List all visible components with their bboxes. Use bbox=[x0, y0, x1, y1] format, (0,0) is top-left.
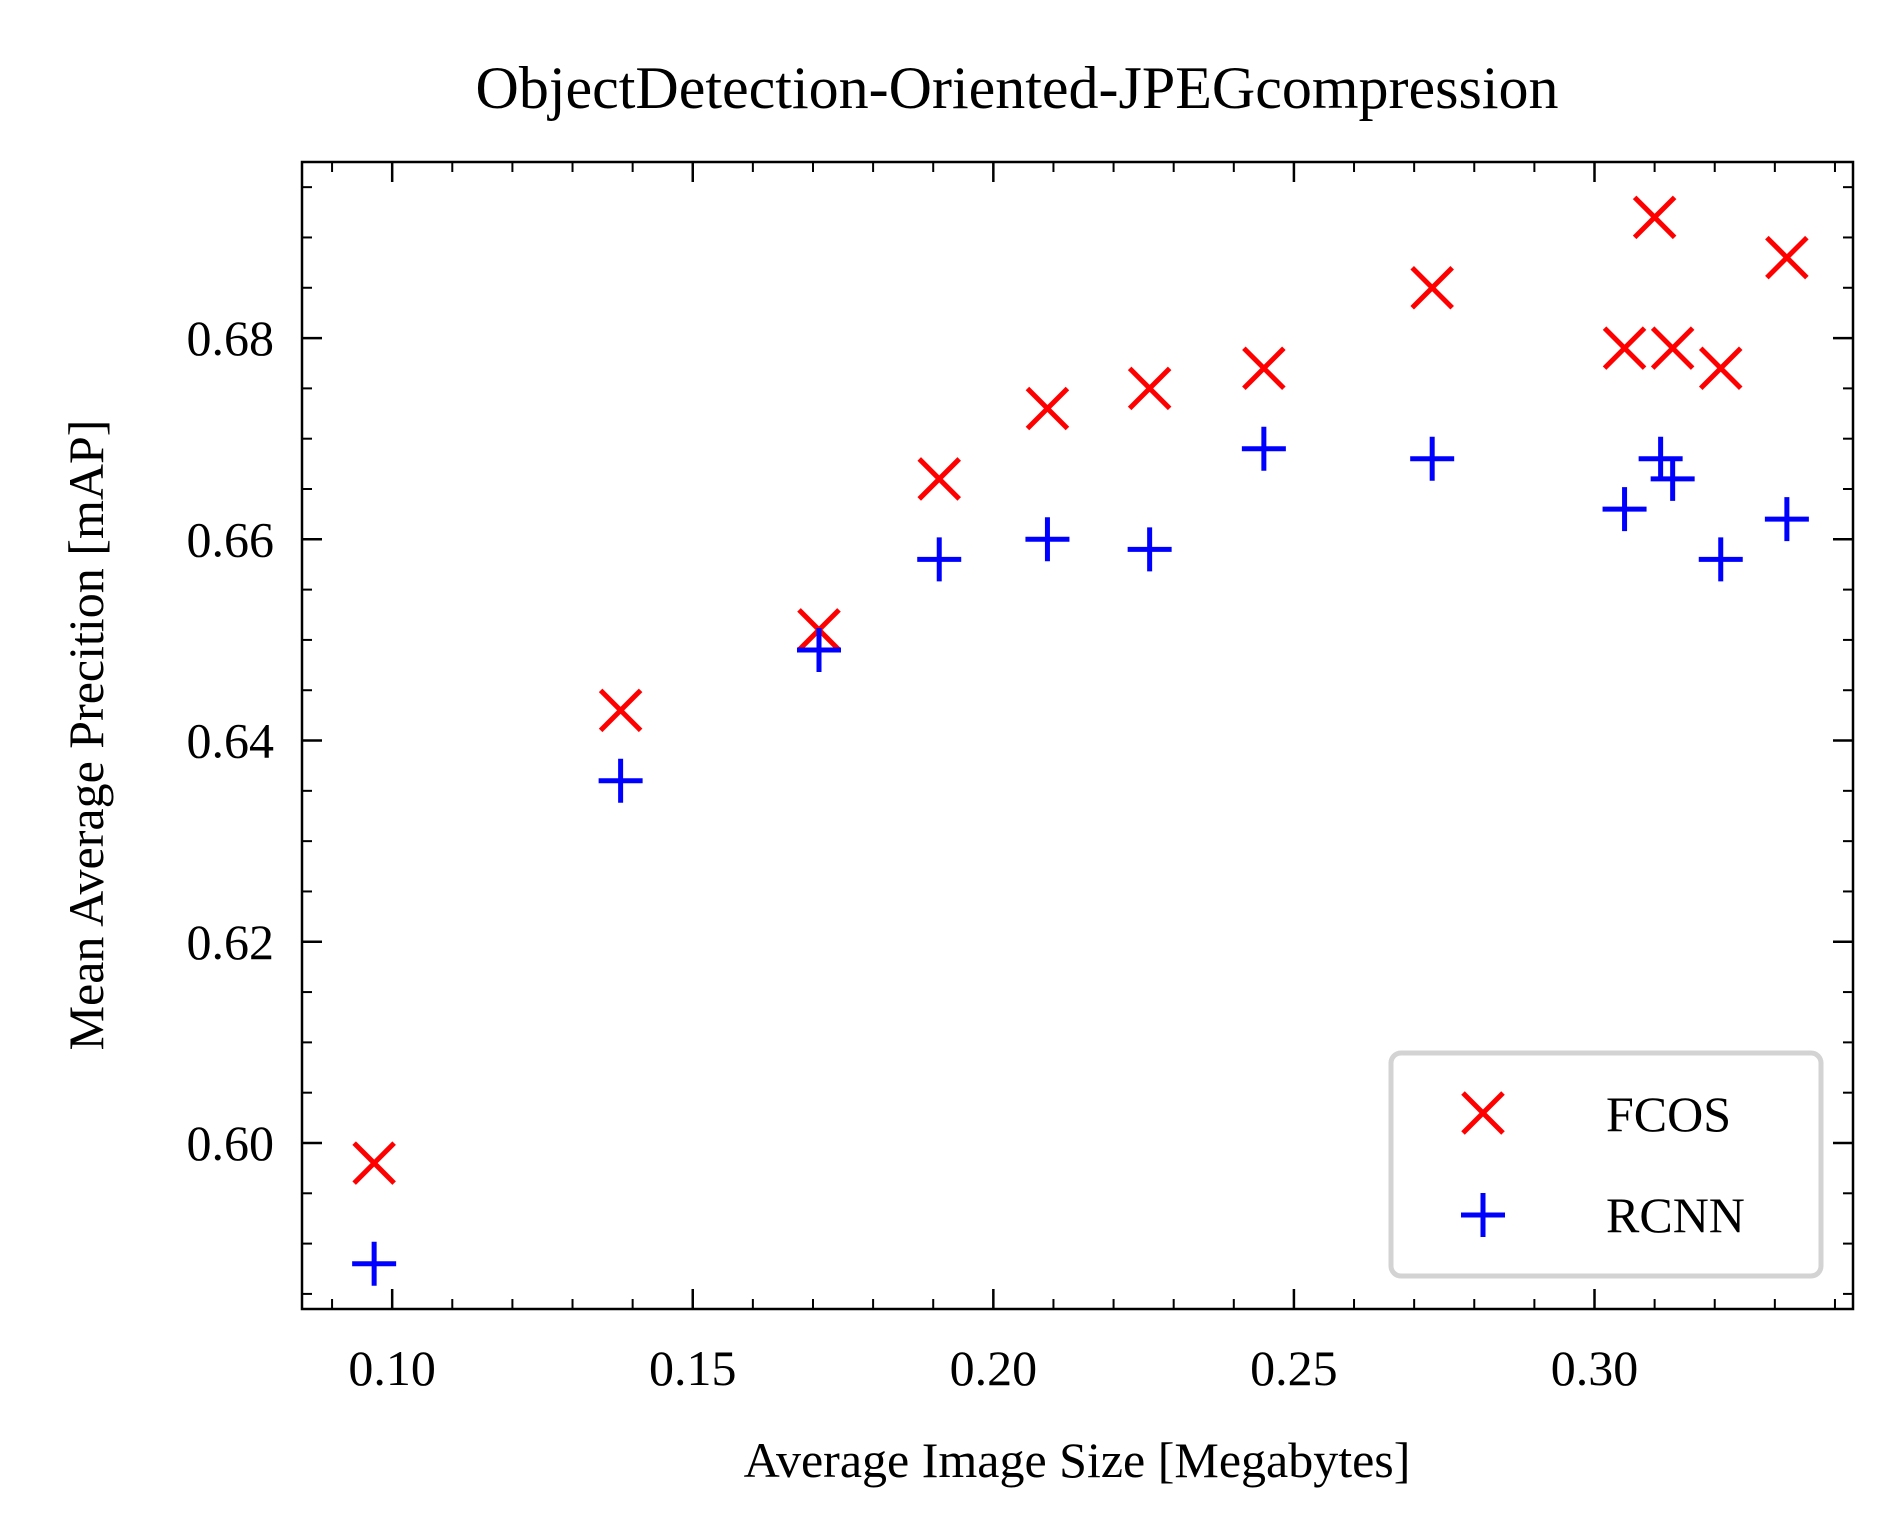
x-tick-label: 0.10 bbox=[348, 1340, 436, 1396]
y-axis-label: Mean Average Precition [mAP] bbox=[58, 420, 114, 1051]
fcos-point bbox=[917, 457, 962, 501]
legend-box bbox=[1388, 1050, 1824, 1279]
legend-fcos-x-icon bbox=[1461, 1091, 1505, 1135]
axis-tick-labels: 0.10 0.15 0.20 0.25 0.30 0.60 0.62 0.64 0.66 0.68 bbox=[187, 310, 1639, 1396]
data-points bbox=[352, 195, 1809, 1286]
x-tick-label: 0.20 bbox=[950, 1340, 1038, 1396]
fcos-point bbox=[1602, 326, 1647, 370]
y-tick-label: 0.62 bbox=[187, 914, 275, 970]
rcnn-point bbox=[598, 758, 643, 803]
fcos-point bbox=[1698, 346, 1743, 391]
rcnn-point bbox=[797, 627, 841, 672]
rcnn-point bbox=[1638, 436, 1683, 481]
rcnn-point bbox=[1241, 426, 1286, 471]
fcos-point bbox=[1127, 366, 1172, 411]
fcos-point bbox=[1410, 265, 1454, 310]
plot-frame bbox=[300, 160, 1855, 1311]
rcnn-point bbox=[917, 537, 962, 582]
fcos-point bbox=[1242, 346, 1286, 391]
rcnn-point bbox=[1025, 517, 1070, 562]
legend-label-fcos: FCOS bbox=[1606, 1086, 1731, 1142]
rcnn-point bbox=[1764, 497, 1809, 542]
x-tick-label: 0.15 bbox=[649, 1340, 737, 1396]
chart-title: ObjectDetection-Oriented-JPEGcompression bbox=[475, 55, 1558, 121]
legend-rcnn-plus-icon bbox=[1461, 1193, 1505, 1237]
fcos-point bbox=[1025, 386, 1070, 431]
x-tick-label: 0.30 bbox=[1551, 1340, 1639, 1396]
fcos-point bbox=[598, 688, 643, 733]
fcos-point bbox=[1765, 235, 1809, 280]
fcos-point bbox=[352, 1141, 396, 1185]
fcos-point bbox=[1632, 195, 1677, 240]
x-axis-label: Average Image Size [Megabytes] bbox=[744, 1432, 1411, 1488]
rcnn-point bbox=[352, 1241, 397, 1286]
rcnn-point bbox=[1410, 436, 1455, 481]
axis-ticks bbox=[302, 162, 1853, 1309]
y-tick-label: 0.64 bbox=[187, 713, 275, 769]
rcnn-point bbox=[1602, 487, 1647, 532]
y-tick-label: 0.66 bbox=[187, 511, 275, 567]
y-tick-label: 0.68 bbox=[187, 310, 275, 366]
rcnn-point bbox=[1650, 456, 1695, 501]
legend-marker-fcos bbox=[1461, 1091, 1505, 1135]
fcos-point bbox=[1650, 326, 1695, 370]
legend: FCOS RCNN bbox=[1388, 1050, 1824, 1279]
legend-label-rcnn: RCNN bbox=[1606, 1187, 1745, 1243]
rcnn-point bbox=[1127, 527, 1172, 572]
legend-marker-rcnn bbox=[1461, 1193, 1505, 1237]
x-tick-label: 0.25 bbox=[1250, 1340, 1338, 1396]
y-tick-label: 0.60 bbox=[187, 1115, 275, 1171]
rcnn-point bbox=[1698, 537, 1743, 582]
